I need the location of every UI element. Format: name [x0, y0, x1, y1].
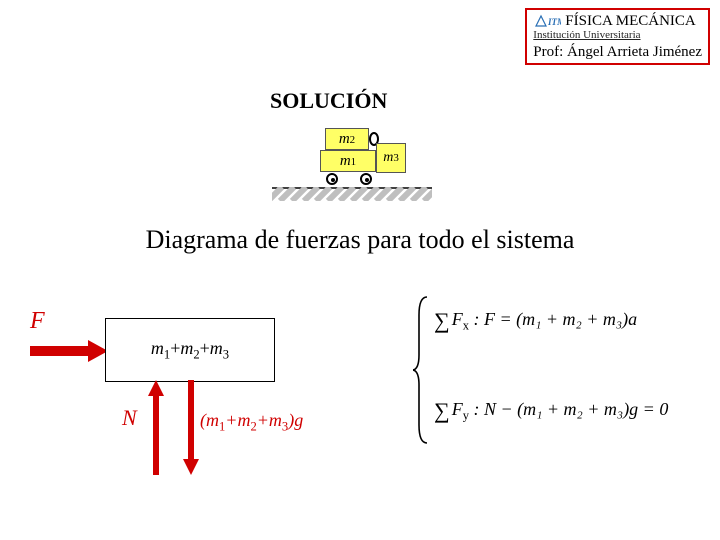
force-f-arrow-icon: [30, 340, 108, 362]
system-box-label: m1+m2+m3: [151, 338, 229, 363]
institution-logo-icon: ITM: [533, 12, 561, 30]
force-f-label: F: [30, 308, 45, 335]
mass-m1: m1: [320, 150, 376, 172]
mass-m1-base: m: [340, 153, 351, 169]
free-body-diagram: F m1+m2+m3 N (m1+m2+m3)g: [30, 300, 380, 500]
wheel-right-icon: [360, 173, 372, 185]
ground-hatch-icon: [272, 187, 432, 201]
mass-m3-base: m: [383, 150, 393, 165]
mass-m2: m2: [325, 128, 369, 150]
system-diagram: m1 m2 m3: [270, 115, 440, 205]
equation-fy: ∑Fy : N − (m₁ + m₂ + m₃)g = 0: [434, 398, 668, 424]
curly-brace-icon: [413, 295, 429, 445]
institution-label: Institución Universitaria: [533, 29, 702, 43]
mass-m3-sub: 3: [393, 152, 399, 164]
wheel-left-icon: [326, 173, 338, 185]
header-box: ITM FÍSICA MECÁNICA Institución Universi…: [525, 8, 710, 65]
equation-fx: ∑Fx : F = (m₁ + m₂ + m₃)a: [434, 308, 637, 334]
main-heading: Diagrama de fuerzas para todo el sistema: [0, 225, 720, 255]
mass-m2-sub: 2: [350, 134, 356, 146]
logo-row: ITM FÍSICA MECÁNICA: [533, 12, 702, 31]
equations-area: ∑Fx : F = (m₁ + m₂ + m₃)a ∑Fy : N − (m₁ …: [400, 290, 710, 460]
course-title: FÍSICA MECÁNICA: [565, 12, 695, 31]
force-n-arrow-icon: [148, 380, 164, 475]
mass-m1-sub: 1: [351, 156, 357, 168]
solution-heading: SOLUCIÓN: [270, 88, 387, 114]
svg-text:ITM: ITM: [547, 17, 561, 27]
force-n-label: N: [122, 405, 137, 431]
force-weight-arrow-icon: [183, 380, 199, 475]
force-weight-label: (m1+m2+m3)g: [200, 410, 303, 435]
professor-line: Prof: Ángel Arrieta Jiménez: [533, 43, 702, 62]
mass-m3: m3: [376, 143, 406, 173]
mass-m2-base: m: [339, 131, 350, 147]
system-box: m1+m2+m3: [105, 318, 275, 382]
